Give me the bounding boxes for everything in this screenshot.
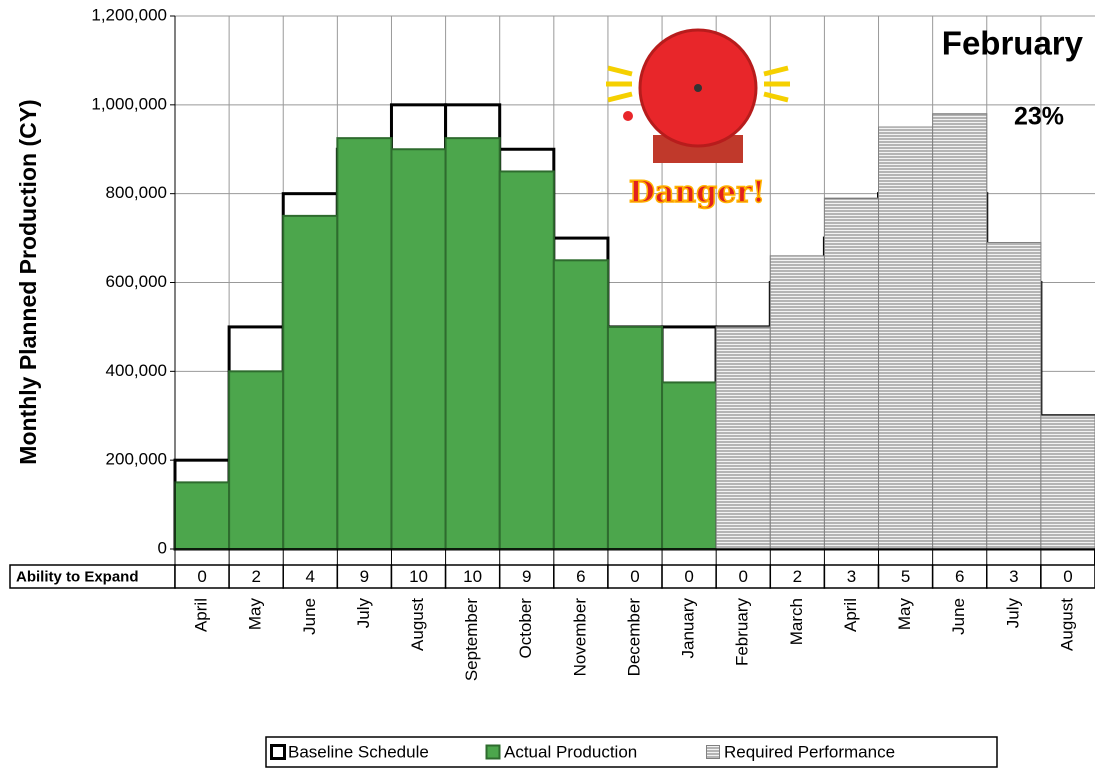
table-value: 5 <box>901 567 910 586</box>
table-value: 2 <box>251 567 260 586</box>
x-tick-label: May <box>246 598 265 631</box>
table-value: 2 <box>793 567 802 586</box>
y-tick-label: 200,000 <box>106 450 167 469</box>
actual-bar <box>336 137 393 550</box>
x-tick-label: September <box>462 598 481 681</box>
month-annotation: February <box>942 25 1084 62</box>
y-tick-label: 800,000 <box>106 183 167 202</box>
x-tick-label: December <box>624 598 643 677</box>
x-tick-label: May <box>895 598 914 631</box>
x-tick-label: April <box>192 598 211 632</box>
required-bar <box>715 326 771 550</box>
table-value: 0 <box>739 567 748 586</box>
legend-box <box>265 736 998 768</box>
actual-bar <box>552 259 609 550</box>
y-tick-label: 0 <box>158 538 167 557</box>
table-value: 3 <box>847 567 856 586</box>
table-value: 6 <box>955 567 964 586</box>
percent-annotation: 23% <box>1014 103 1064 131</box>
actual-bar <box>228 370 285 551</box>
actual-bar <box>606 325 664 550</box>
required-bar <box>986 242 1042 550</box>
actual-bar <box>444 137 501 550</box>
legend-key <box>270 744 286 760</box>
table-value: 10 <box>463 567 482 586</box>
required-bar <box>823 197 880 550</box>
table-value: 3 <box>1009 567 1018 586</box>
x-tick-label: February <box>733 598 752 667</box>
x-tick-label: November <box>570 598 589 677</box>
bars <box>173 103 1095 551</box>
table-value: 0 <box>1063 567 1072 586</box>
required-bar <box>769 255 825 550</box>
x-tick-label: January <box>679 598 698 659</box>
legend: Baseline Schedule Actual Production Requir… <box>265 736 998 768</box>
actual-bar <box>282 214 339 550</box>
x-tick-label: April <box>841 598 860 632</box>
table-value: 0 <box>684 567 693 586</box>
danger-label: Danger! <box>629 175 765 210</box>
legend-label: Actual Production <box>504 742 637 761</box>
table-value: 4 <box>306 567 315 586</box>
actual-bar <box>174 481 231 550</box>
legend-key <box>485 744 501 760</box>
x-tick-label: July <box>1003 598 1022 629</box>
table-label: Ability to Expand <box>16 568 139 585</box>
table-value: 0 <box>630 567 639 586</box>
x-tick-label: June <box>949 598 968 635</box>
y-tick-label: 1,000,000 <box>91 94 167 113</box>
actual-bar <box>661 381 718 550</box>
table-value: 10 <box>409 567 428 586</box>
x-tick-label: August <box>408 598 427 651</box>
legend-label: Required Performance <box>724 742 895 761</box>
table-value: 6 <box>576 567 585 586</box>
actual-bar <box>498 170 555 550</box>
y-tick-label: 400,000 <box>106 361 167 380</box>
table-value: 9 <box>360 567 369 586</box>
x-tick-label: October <box>516 598 535 659</box>
required-bar <box>932 113 988 550</box>
x-tick-label: August <box>1057 598 1076 651</box>
y-tick-label: 1,200,000 <box>91 5 167 24</box>
x-tick-label: June <box>300 598 319 635</box>
danger-bell <box>606 28 790 163</box>
x-tick-label: March <box>787 598 806 645</box>
legend-key <box>706 745 720 759</box>
legend-label: Baseline Schedule <box>288 742 429 761</box>
required-bar <box>1040 415 1095 550</box>
y-tick-label: 600,000 <box>106 272 167 291</box>
y-axis-title: Monthly Planned Production (CY) <box>15 99 41 464</box>
table-value: 9 <box>522 567 531 586</box>
x-tick-label: July <box>354 598 373 629</box>
table-value: 0 <box>197 567 206 586</box>
actual-bar <box>390 148 447 550</box>
required-bar <box>878 126 934 550</box>
